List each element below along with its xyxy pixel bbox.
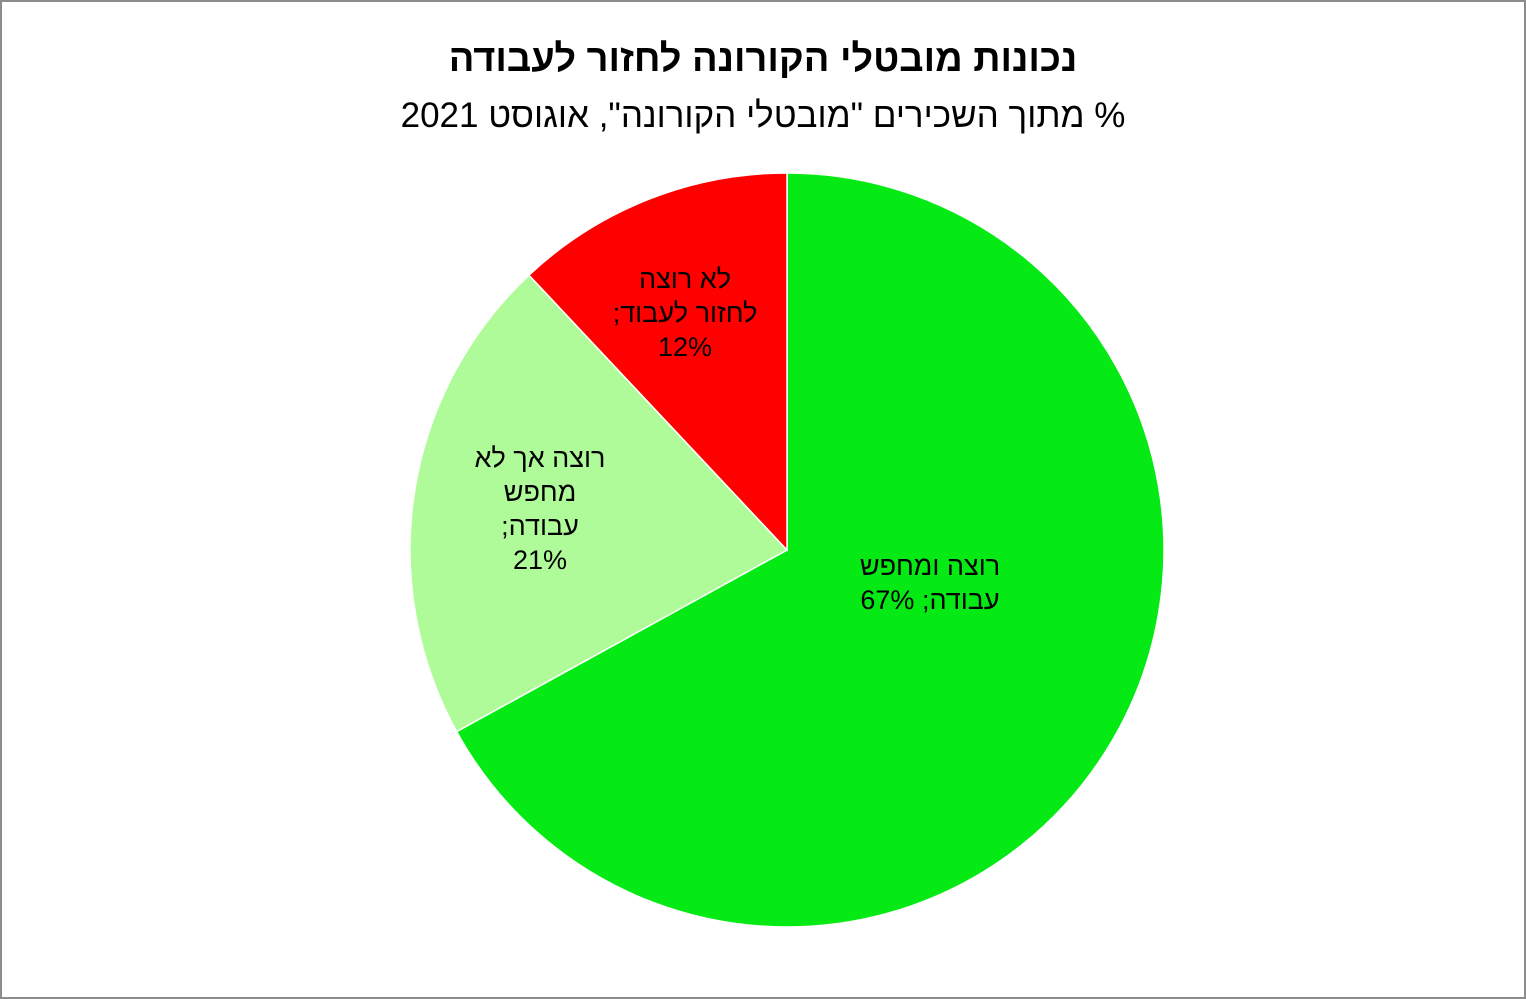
chart-subtitle: % מתוך השכירים "מובטלי הקורונה", אוגוסט … — [400, 96, 1126, 135]
data-label-want-and-searching: רוצה ומחפש עבודה; 67% — [860, 551, 1000, 615]
data-label-line: 21% — [513, 545, 567, 575]
data-label-not-want-return: לא רוצה לחזור לעבוד; 12% — [613, 264, 758, 362]
data-label-want-not-searching: רוצה אך לא מחפש עבודה; 21% — [475, 443, 606, 575]
data-label-line: רוצה ומחפש — [860, 551, 1000, 581]
data-label-line: לא רוצה — [639, 264, 731, 294]
chart-title: נכונות מובטלי הקורונה לחזור לעבודה — [448, 38, 1078, 80]
data-label-line: 12% — [658, 332, 712, 362]
data-label-line: לחזור לעבוד; — [613, 298, 758, 328]
data-label-line: עבודה; — [501, 511, 579, 541]
pie-slice-not-want-return — [527, 172, 788, 552]
data-label-line: רוצה אך לא — [475, 443, 606, 473]
pie-slice-want-and-searching — [455, 172, 1165, 928]
data-label-line: עבודה; 67% — [860, 585, 999, 615]
pie-slice-want-not-searching — [409, 274, 789, 733]
data-label-line: מחפש — [504, 477, 577, 507]
